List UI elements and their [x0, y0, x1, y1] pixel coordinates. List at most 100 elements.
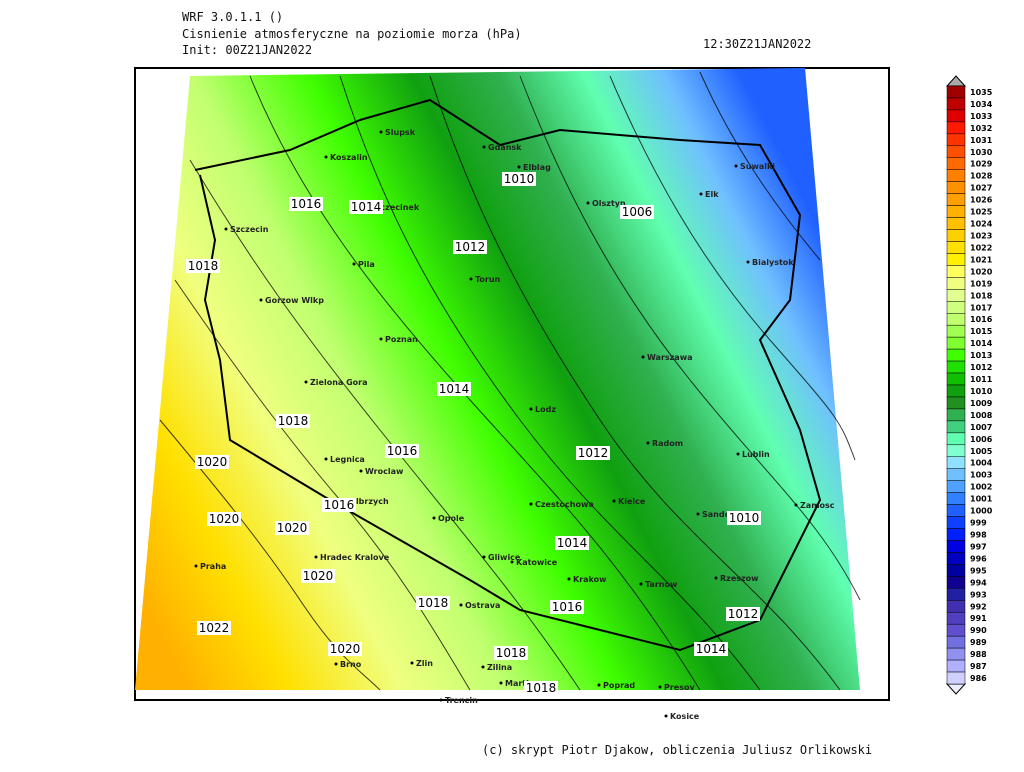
colorbar-swatch	[946, 456, 966, 469]
contour-label: 1014	[557, 536, 588, 550]
colorbar-label: 989	[970, 638, 987, 647]
contour-label: 1016	[291, 197, 322, 211]
contour-label: 1006	[622, 205, 653, 219]
city-dot	[586, 201, 590, 205]
colorbar-label: 1023	[970, 232, 992, 241]
city-label: Koszalin	[330, 153, 368, 162]
contour-label: 1016	[387, 444, 418, 458]
contour-label: 1020	[209, 512, 240, 526]
colorbar-label: 1000	[970, 507, 993, 516]
map-title: Cisnienie atmosferyczne na poziomie morz…	[182, 27, 522, 41]
city-label: Radom	[652, 439, 683, 448]
colorbar-label: 993	[970, 590, 987, 599]
contour-label: 1016	[324, 498, 355, 512]
contour-label-bg	[197, 621, 231, 635]
colorbar-label: 1022	[970, 243, 992, 252]
colorbar-swatch	[946, 611, 966, 625]
colorbar-label: 1030	[970, 148, 993, 157]
city-label: Poznan	[385, 335, 418, 344]
colorbar-swatch	[946, 420, 966, 434]
city-label: Torun	[475, 275, 501, 284]
contour-label-bg	[727, 511, 761, 525]
colorbar-swatch	[946, 635, 966, 649]
colorbar-label: 1021	[970, 255, 993, 264]
contour-label-bg	[289, 197, 323, 211]
contour-label-bg	[453, 240, 487, 254]
colorbar-swatch	[946, 157, 966, 170]
colorbar-swatch	[946, 277, 966, 290]
city-dot	[664, 714, 668, 718]
colorbar-swatch	[946, 241, 966, 254]
city-dot	[224, 227, 228, 231]
colorbar-swatch	[946, 133, 966, 147]
contour-label: 1018	[526, 681, 557, 695]
colorbar-swatch	[946, 504, 966, 517]
colorbar-label: 986	[970, 674, 987, 683]
city-dot	[469, 277, 473, 281]
city-dot	[304, 380, 308, 384]
colorbar-swatch	[946, 468, 966, 481]
colorbar-label: 988	[970, 650, 987, 659]
city-label: Suwalki	[740, 162, 775, 171]
colorbar-swatch	[946, 396, 966, 410]
city-label: Walbrzych	[342, 497, 389, 506]
city-label: Elk	[705, 190, 719, 199]
city-label: Elblag	[523, 163, 551, 172]
city-label: Gorzow Wlkp	[265, 296, 324, 305]
city-label: Praha	[200, 562, 226, 571]
colorbar-label: 1035	[970, 88, 993, 97]
city-dot	[794, 503, 798, 507]
contour-label: 1020	[303, 569, 334, 583]
colorbar-label: 1002	[970, 483, 992, 492]
city-dot	[529, 502, 533, 506]
colorbar-swatch	[946, 671, 966, 685]
city-label: Zamosc	[800, 501, 835, 510]
city-label: Poprad	[603, 681, 635, 690]
colorbar-swatch	[946, 205, 966, 218]
contour-label-bg	[694, 642, 728, 656]
colorbar-label: 1017	[970, 303, 992, 312]
city-label: Gdansk	[488, 143, 522, 152]
city-dot	[481, 665, 485, 669]
colorbar-label: 1013	[970, 351, 992, 360]
city-dot	[699, 192, 703, 196]
colorbar-label: 1016	[970, 315, 993, 324]
city-label: Czestochowa	[535, 500, 594, 509]
contour-label-bg	[437, 382, 471, 396]
contour-label-bg	[349, 200, 383, 214]
colorbar-label: 1011	[970, 375, 993, 384]
colorbar-top-arrow	[945, 75, 967, 87]
colorbar-label: 1029	[970, 160, 993, 169]
contour-label: 1012	[578, 446, 609, 460]
colorbar-label: 1028	[970, 172, 993, 181]
colorbar-swatch	[946, 647, 966, 661]
city-dot	[736, 452, 740, 456]
city-label: Szczecin	[230, 225, 269, 234]
colorbar-label: 1006	[970, 435, 993, 444]
contour-label: 1020	[197, 455, 228, 469]
contour-label: 1020	[330, 642, 361, 656]
city-dot	[439, 698, 443, 702]
city-dot	[432, 516, 436, 520]
colorbar-swatch	[946, 324, 966, 338]
city-label: Opole	[438, 514, 465, 523]
contour-label-bg	[301, 569, 335, 583]
contour-label: 1018	[278, 414, 309, 428]
contour-label-bg	[328, 642, 362, 656]
contour-label: 1016	[552, 600, 583, 614]
colorbar-label: 991	[970, 614, 987, 623]
city-label: Zielona Gora	[310, 378, 368, 387]
colorbar-swatch	[946, 528, 966, 541]
colorbar-swatch	[946, 181, 966, 194]
colorbar-label: 1034	[970, 100, 993, 109]
city-label: Legnica	[330, 455, 365, 464]
colorbar-swatch	[946, 97, 966, 111]
contour-label-bg	[207, 512, 241, 526]
colorbar-swatch	[946, 193, 966, 206]
colorbar-label: 1015	[970, 327, 993, 336]
credits: (c) skrypt Piotr Djakow, obliczenia Juli…	[482, 743, 872, 757]
contour-label-bg	[502, 172, 536, 186]
city-dot	[194, 564, 198, 568]
contour-label-bg	[186, 259, 220, 273]
